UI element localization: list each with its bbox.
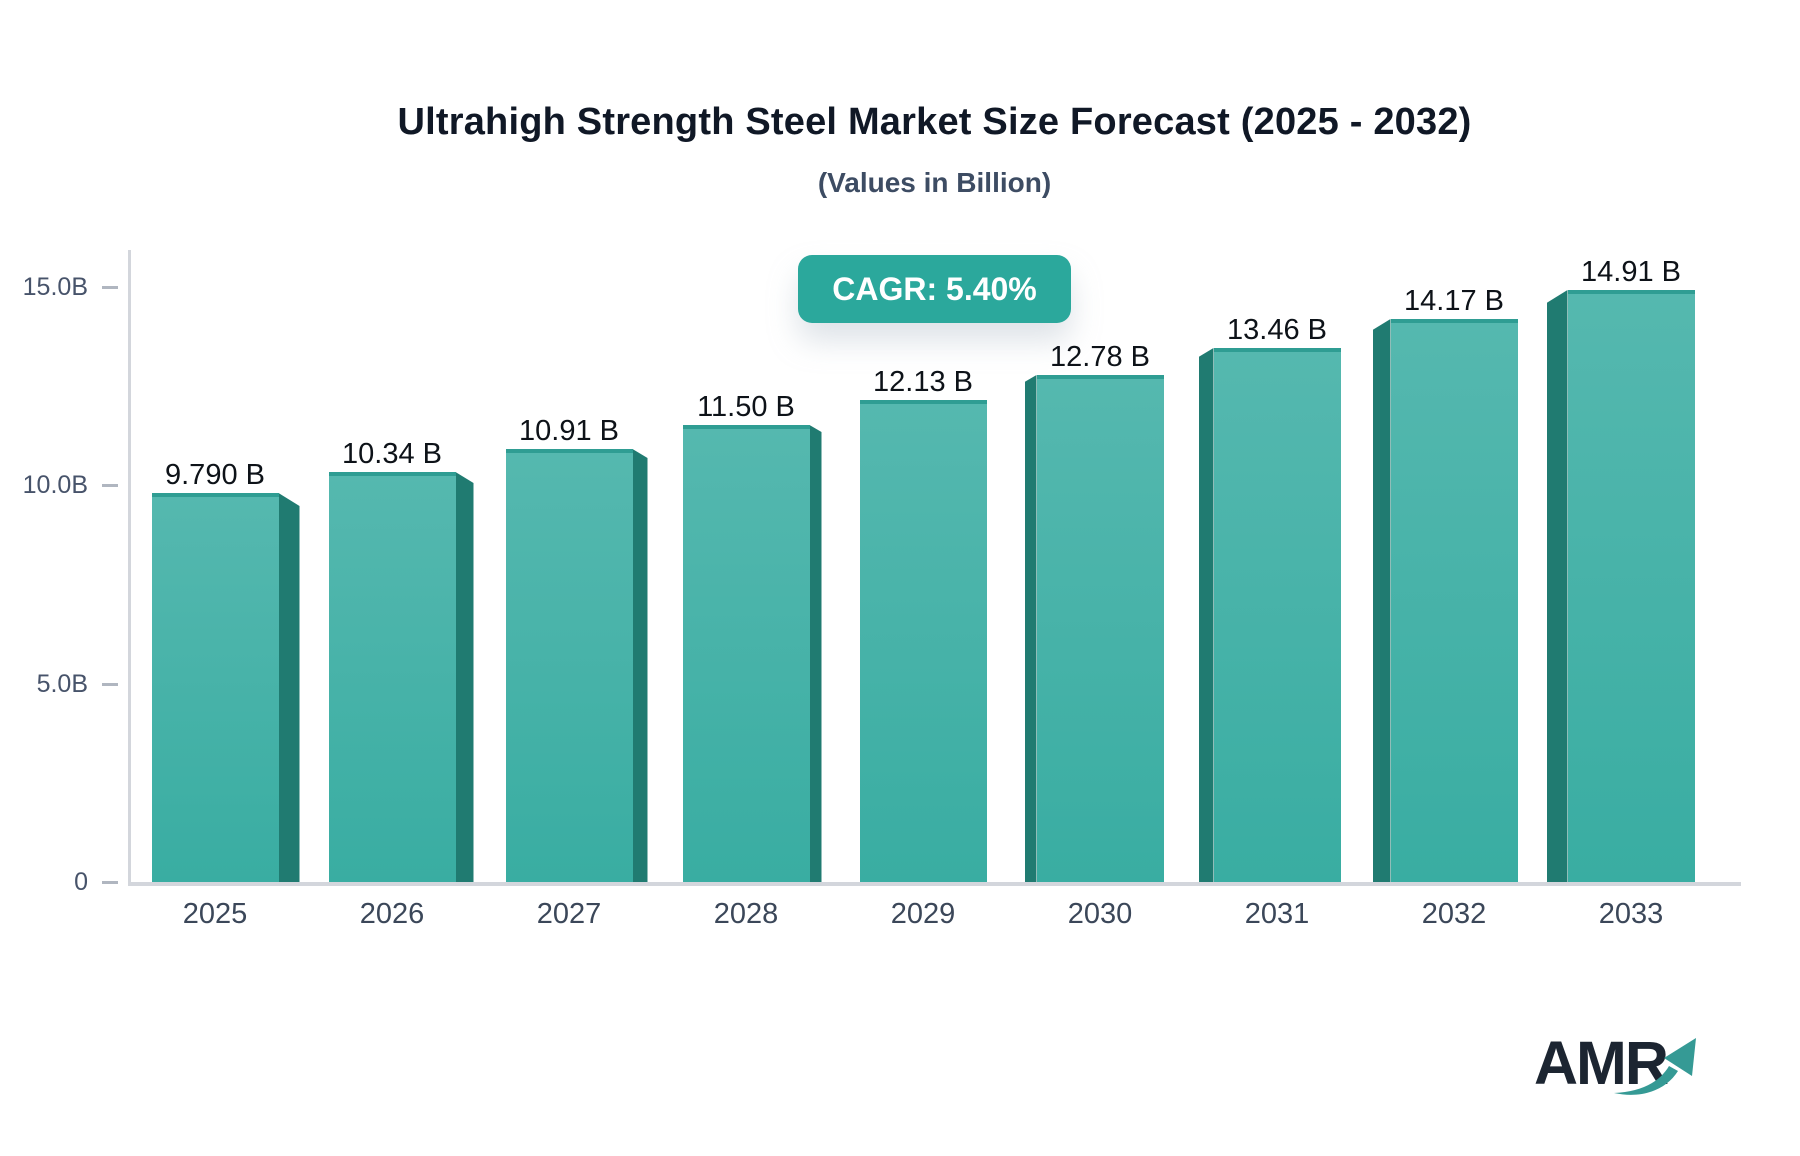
bar-value-label-2030: 12.78 B	[1050, 341, 1150, 373]
logo-text: AMR	[1534, 1029, 1669, 1097]
bar-value-label-2026: 10.34 B	[342, 438, 442, 470]
bar-2030	[1036, 375, 1164, 882]
x-axis-line	[128, 882, 1741, 886]
bar-value-label-2033: 14.91 B	[1581, 256, 1681, 288]
bar-side-2028	[809, 425, 822, 882]
bar-2027	[505, 449, 633, 882]
x-tick-label-2032: 2032	[1421, 898, 1487, 930]
bar-side-2026	[455, 472, 474, 882]
bar-side-2027	[632, 449, 648, 882]
x-tick-label-2028: 2028	[713, 898, 779, 930]
bar-2032	[1390, 319, 1518, 882]
logo-arrow-icon	[1614, 1038, 1696, 1095]
x-tick-label-2025: 2025	[182, 898, 248, 930]
badge-row: CAGR: 5.40%	[128, 255, 1741, 323]
bar-value-label-2029: 12.13 B	[873, 366, 973, 398]
y-tick-label-15.0B: 15.0B	[22, 273, 88, 301]
bar-2033	[1567, 290, 1695, 882]
y-tick-label-0: 0	[74, 868, 88, 896]
bar-value-label-2032: 14.17 B	[1404, 285, 1504, 317]
x-tick-label-2031: 2031	[1244, 898, 1310, 930]
cagr-badge: CAGR: 5.40%	[798, 255, 1071, 323]
y-tick-mark-0	[102, 881, 118, 884]
bar-side-2025	[278, 493, 300, 882]
bar-side-2032	[1372, 319, 1391, 882]
chart-title: Ultrahigh Strength Steel Market Size For…	[397, 101, 1472, 143]
x-tick-label-2029: 2029	[890, 898, 956, 930]
y-tick-mark-10.0B	[102, 484, 118, 487]
bar-2025	[151, 493, 279, 882]
chart-header: Ultrahigh Strength Steel Market Size For…	[128, 0, 1741, 340]
bar-2028	[682, 425, 810, 882]
bar-side-2030	[1024, 375, 1037, 882]
bar-side-2031	[1198, 348, 1214, 882]
bar-2026	[328, 472, 456, 882]
bar-2029	[859, 400, 987, 882]
x-tick-label-2033: 2033	[1598, 898, 1664, 930]
amr-logo: AMR	[1534, 1031, 1734, 1121]
y-tick-mark-5.0B	[102, 683, 118, 686]
y-tick-label-10.0B: 10.0B	[22, 471, 88, 499]
bar-value-label-2028: 11.50 B	[697, 391, 795, 423]
bar-value-label-2031: 13.46 B	[1227, 314, 1327, 346]
y-tick-label-5.0B: 5.0B	[36, 670, 88, 698]
bar-2031	[1213, 348, 1341, 882]
bar-value-label-2027: 10.91 B	[519, 415, 619, 447]
y-axis-line	[128, 250, 131, 886]
y-tick-mark-15.0B	[102, 286, 118, 289]
x-tick-label-2026: 2026	[359, 898, 425, 930]
chart-subtitle: (Values in Billion)	[817, 167, 1052, 198]
x-tick-label-2030: 2030	[1067, 898, 1133, 930]
bar-value-label-2025: 9.790 B	[165, 459, 265, 491]
bar-side-2033	[1546, 290, 1568, 882]
x-tick-label-2027: 2027	[536, 898, 602, 930]
